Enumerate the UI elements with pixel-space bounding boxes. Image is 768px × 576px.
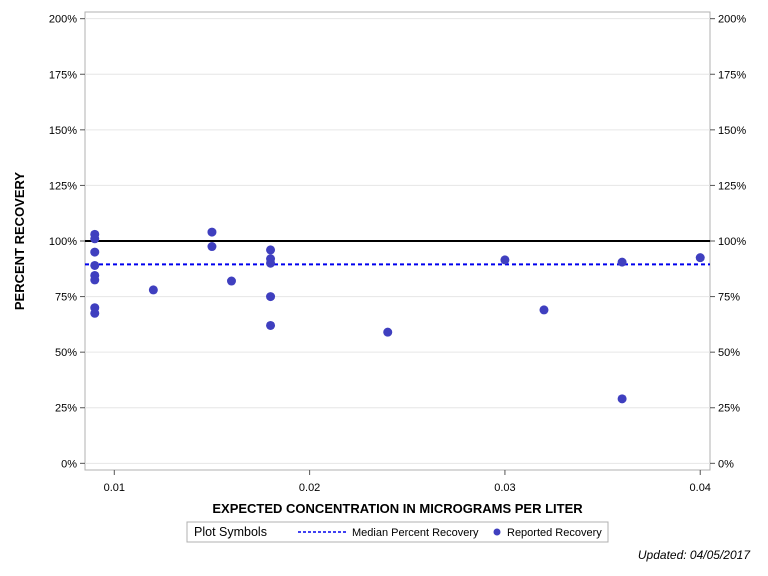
y-tick-label-left: 25%: [55, 403, 77, 415]
x-tick-label: 0.03: [494, 482, 515, 494]
x-tick-label: 0.04: [690, 482, 711, 494]
y-tick-label-right: 200%: [718, 14, 746, 26]
reference-lines: [85, 240, 710, 266]
data-point: [617, 257, 627, 267]
y-tick-label-right: 25%: [718, 403, 740, 415]
x-axis-title: EXPECTED CONCENTRATION IN MICROGRAMS PER…: [212, 501, 583, 516]
data-point: [207, 227, 217, 237]
data-point: [90, 247, 100, 257]
y-tick-label-right: 75%: [718, 292, 740, 304]
legend-recovery-label: Reported Recovery: [507, 527, 602, 539]
data-point: [90, 260, 100, 270]
legend: Plot Symbols Median Percent Recovery Rep…: [186, 521, 609, 543]
y-tick-label-right: 100%: [718, 236, 746, 248]
scatter-points: [90, 227, 705, 404]
data-point: [617, 394, 627, 404]
x-tick-label: 0.01: [104, 482, 125, 494]
legend-title: Plot Symbols: [194, 525, 267, 539]
legend-median-label: Median Percent Recovery: [352, 527, 479, 539]
grid-lines: [85, 18, 710, 464]
axes: 0% 0% 25% 25% 50% 50% 75% 75% 100% 100% 125% 125% 15…: [49, 14, 746, 494]
updated-footnote: Updated: 04/05/2017: [637, 548, 750, 562]
data-point: [90, 234, 100, 244]
data-point: [148, 285, 158, 295]
y-tick-label-right: 150%: [718, 125, 746, 137]
y-tick-label-right: 125%: [718, 180, 746, 192]
data-point: [266, 258, 276, 268]
data-point: [226, 276, 236, 286]
y-tick-label-left: 75%: [55, 292, 77, 304]
data-point: [266, 245, 276, 255]
y-tick-label-right: 175%: [718, 69, 746, 81]
data-point: [90, 308, 100, 318]
y-tick-label-left: 125%: [49, 180, 77, 192]
data-point: [266, 292, 276, 302]
data-point: [500, 255, 510, 265]
y-tick-label-left: 50%: [55, 347, 77, 359]
y-tick-label-left: 100%: [49, 236, 77, 248]
y-tick-label-left: 175%: [49, 69, 77, 81]
legend-recovery-swatch: [493, 528, 501, 536]
legend-box: [186, 521, 609, 543]
data-point: [90, 275, 100, 285]
y-axis-title: PERCENT RECOVERY: [12, 172, 27, 311]
y-tick-label-right: 50%: [718, 347, 740, 359]
data-point: [266, 320, 276, 330]
data-point: [207, 242, 217, 252]
y-tick-label-right: 0%: [718, 458, 734, 470]
data-point: [695, 253, 705, 263]
y-tick-label-left: 0%: [61, 458, 77, 470]
x-tick-label: 0.02: [299, 482, 320, 494]
data-point: [383, 327, 393, 337]
y-tick-label-left: 200%: [49, 14, 77, 26]
y-tick-label-left: 150%: [49, 125, 77, 137]
data-point: [539, 305, 549, 315]
